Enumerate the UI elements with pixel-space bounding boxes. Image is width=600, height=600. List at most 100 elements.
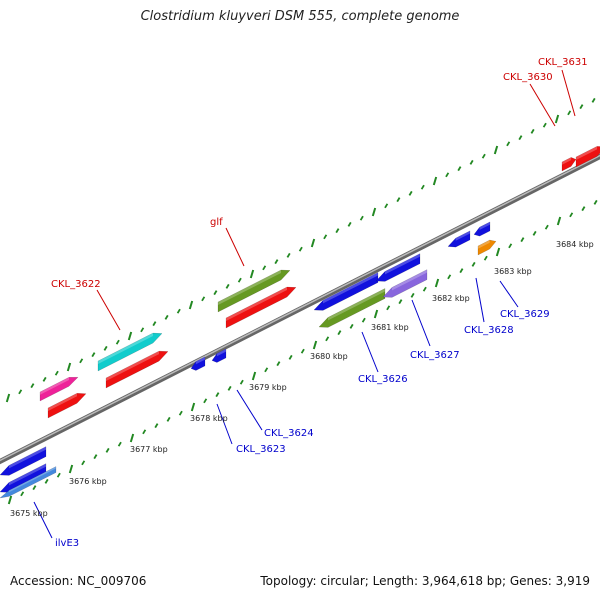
tick-mark [203, 398, 208, 404]
tick-mark [237, 277, 242, 283]
tick-row-outer [5, 97, 596, 403]
tick-mark [215, 392, 220, 398]
tick-mark [18, 389, 23, 395]
kbp-labels: 3675 kbp 3676 kbp 3677 kbp 3678 kbp 3679… [10, 240, 594, 518]
genome-summary-text: Topology: circular; Length: 3,964,618 bp… [260, 574, 590, 588]
leader-line [236, 389, 263, 431]
tick-mark [508, 243, 513, 249]
gene-ilve3-shade [9, 466, 56, 493]
gene-label-ckl-3626[interactable]: CKL_3626 [358, 374, 408, 385]
gene-ckl-3629 [477, 239, 497, 256]
tick-mark [225, 283, 230, 289]
tick-mark [276, 361, 281, 367]
tick-mark [493, 145, 499, 155]
tick-mark [239, 379, 244, 385]
gene-label-ckl-3623[interactable]: CKL_3623 [236, 444, 286, 455]
tick-mark [262, 265, 267, 271]
gene-label-ckl-3627[interactable]: CKL_3627 [410, 350, 460, 361]
tick-mark [325, 336, 330, 342]
gene-label-ckl-3631[interactable]: CKL_3631 [538, 57, 588, 68]
tick-mark [164, 314, 169, 320]
tick-mark [79, 358, 84, 364]
tick-mark [312, 340, 318, 350]
gene-blue [0, 446, 47, 476]
gene-label-ckl-3622[interactable]: CKL_3622 [51, 279, 101, 290]
tick-mark [506, 141, 511, 147]
tick-mark [384, 203, 389, 209]
tick-mark [105, 447, 110, 453]
tick-mark [445, 172, 450, 178]
tick-mark [93, 454, 98, 460]
tick-mark [520, 237, 525, 243]
gene-ckl-3624 [211, 348, 227, 363]
tick-mark [471, 261, 476, 267]
tick-mark [129, 433, 135, 443]
genes [0, 146, 600, 499]
gene-ckl-3626 [318, 288, 386, 328]
gene-ckl-3630 [561, 157, 577, 172]
tick-mark [447, 274, 452, 280]
tick-mark [251, 371, 257, 381]
gene-ckl-3622-shade [98, 333, 153, 364]
tick-mark [579, 104, 584, 110]
gene-red-shade [226, 287, 287, 321]
kbp-label: 3677 kbp [130, 445, 168, 454]
tick-mark [7, 495, 13, 505]
tick-mark [554, 114, 560, 124]
gene-ckl-3630-shade [562, 157, 572, 165]
leader-line [225, 227, 245, 267]
tick-mark [432, 176, 438, 186]
tick-mark [420, 184, 425, 190]
tick-mark [5, 393, 11, 403]
tick-mark [371, 207, 377, 217]
gene-magenta-shade [40, 377, 69, 395]
gene-ckl-3628-shade [455, 230, 470, 241]
tick-mark [166, 416, 171, 422]
gene-red [105, 350, 169, 389]
tick-mark [569, 212, 574, 218]
gene-label-ilve3[interactable]: ilvE3 [55, 538, 79, 549]
tick-mark [68, 464, 74, 474]
gene-label-ckl-3628[interactable]: CKL_3628 [464, 325, 514, 336]
label-leaders [33, 69, 576, 539]
tick-mark [323, 234, 328, 240]
gene-blue-shade [323, 272, 378, 304]
tick-mark [142, 429, 147, 435]
tick-mark [410, 292, 415, 298]
gene-blue [375, 253, 421, 282]
gene-label-ckl-3630[interactable]: CKL_3630 [503, 72, 553, 83]
tick-mark [91, 352, 96, 358]
tick-mark [398, 299, 403, 305]
tick-mark [178, 410, 183, 416]
tick-mark [188, 300, 194, 310]
tick-mark [544, 224, 549, 230]
kbp-label: 3678 kbp [190, 414, 228, 423]
gene-blue-shade [385, 253, 420, 275]
gene-blue-shade [9, 463, 46, 486]
tick-mark [44, 478, 49, 484]
gene-ckl-3631-shade [576, 146, 597, 160]
gene-label-ckl-3629[interactable]: CKL_3629 [500, 309, 550, 320]
accession-text: Accession: NC_009706 [10, 574, 147, 588]
tick-mark [213, 290, 218, 296]
leader-line [216, 403, 233, 445]
tick-mark [249, 269, 255, 279]
gene-ilve3 [0, 466, 57, 499]
gene-glf [217, 269, 291, 313]
gene-label-glf[interactable]: glf [210, 217, 223, 228]
tick-mark [274, 259, 279, 265]
tick-mark [140, 327, 145, 333]
genome-backbone [0, 153, 600, 465]
kbp-label: 3684 kbp [556, 240, 594, 249]
tick-mark [30, 383, 35, 389]
tick-mark [518, 135, 523, 141]
gene-ckl-3631 [575, 146, 600, 168]
gene-label-ckl-3624[interactable]: CKL_3624 [264, 428, 314, 439]
tick-mark [227, 385, 232, 391]
tick-mark [298, 246, 303, 252]
tick-mark [288, 354, 293, 360]
tick-mark [42, 376, 47, 382]
tick-mark [56, 472, 61, 478]
tick-mark [66, 362, 72, 372]
